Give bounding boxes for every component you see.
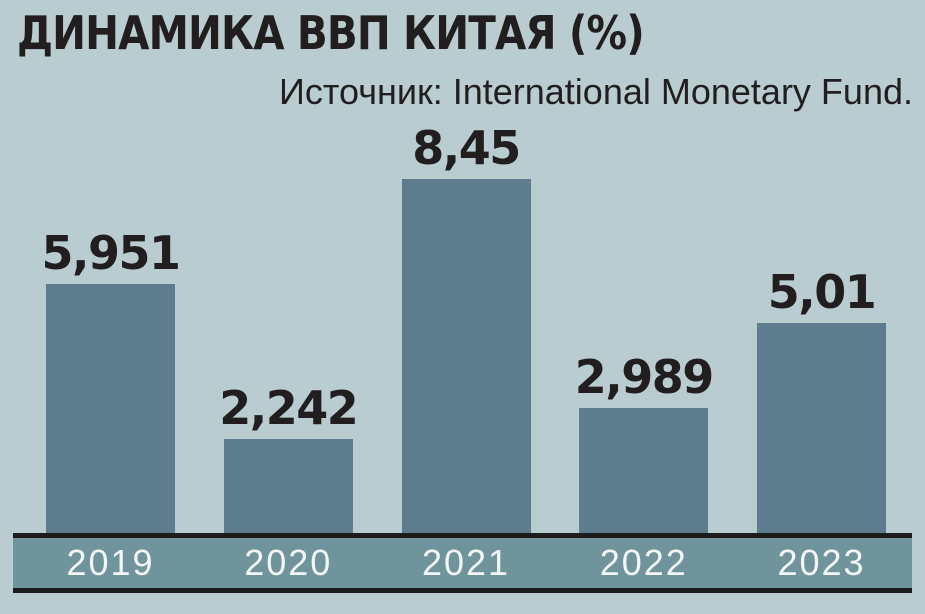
chart-title: ДИНАМИКА ВВП КИТАЯ (%) bbox=[17, 6, 645, 60]
bar-2021 bbox=[401, 179, 531, 533]
value-label-2022: 2,989 bbox=[574, 349, 715, 404]
value-label-2019: 5,951 bbox=[41, 225, 181, 280]
x-tick-2022: 2022 bbox=[599, 542, 688, 583]
x-tick-2020: 2020 bbox=[244, 542, 333, 583]
value-label-2021: 8,45 bbox=[412, 121, 521, 176]
value-label-2020: 2,242 bbox=[219, 381, 359, 436]
value-label-2023: 5,01 bbox=[767, 265, 877, 320]
x-tick-2023: 2023 bbox=[777, 542, 866, 583]
x-tick-2019: 2019 bbox=[66, 542, 155, 583]
bar-2022 bbox=[579, 407, 709, 533]
bar-2020 bbox=[223, 439, 353, 533]
chart-source: Источник: International Monetary Fund. bbox=[279, 71, 913, 112]
x-axis-band: 2019 2020 2021 2022 2023 bbox=[13, 533, 912, 593]
x-tick-2021: 2021 bbox=[421, 542, 511, 583]
bar-2019 bbox=[46, 283, 175, 533]
bar-2023 bbox=[757, 323, 886, 533]
